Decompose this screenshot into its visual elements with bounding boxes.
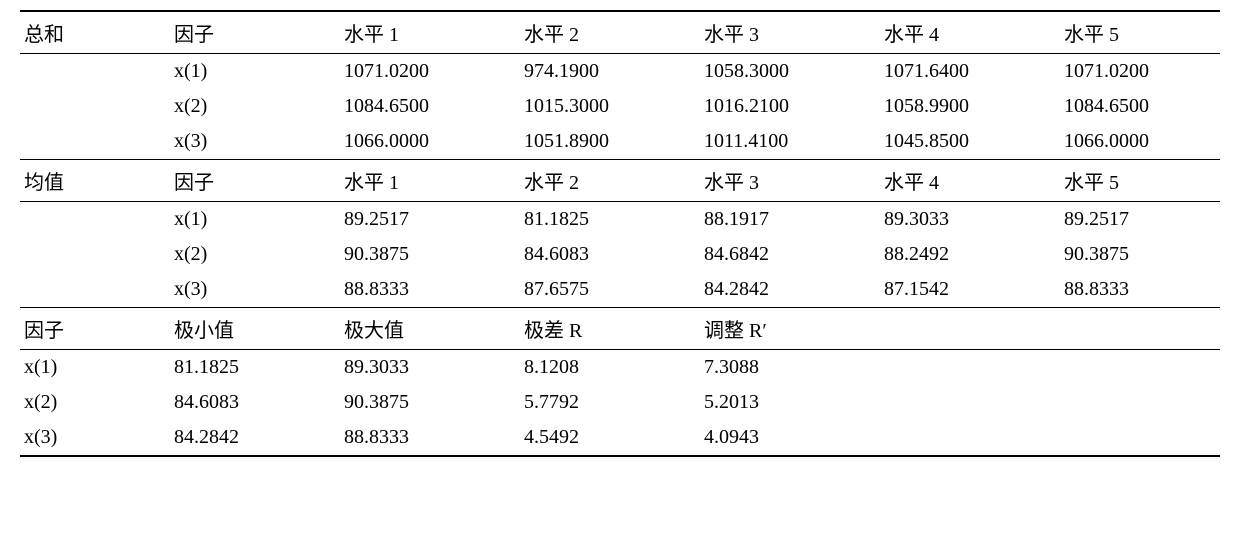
cell: 1071.0200 <box>1060 54 1220 90</box>
cell: 81.1825 <box>520 202 700 238</box>
cell: 87.1542 <box>880 272 1060 308</box>
cell: x(1) <box>170 54 340 90</box>
cell: 4.5492 <box>520 420 700 456</box>
cell: 8.1208 <box>520 350 700 386</box>
table-row: x(1) 1071.0200 974.1900 1058.3000 1071.6… <box>20 54 1220 90</box>
cell: 84.6083 <box>170 385 340 420</box>
section1-header-row: 总和 因子 水平 1 水平 2 水平 3 水平 4 水平 5 <box>20 11 1220 54</box>
cell <box>1060 308 1220 350</box>
table-row: x(1) 89.2517 81.1825 88.1917 89.3033 89.… <box>20 202 1220 238</box>
table-row: x(2) 90.3875 84.6083 84.6842 88.2492 90.… <box>20 237 1220 272</box>
cell: 1016.2100 <box>700 89 880 124</box>
cell: 极小值 <box>170 308 340 350</box>
cell: 1084.6500 <box>1060 89 1220 124</box>
table-row: x(3) 84.2842 88.8333 4.5492 4.0943 <box>20 420 1220 456</box>
cell: 均值 <box>20 160 170 202</box>
cell: 5.2013 <box>700 385 880 420</box>
cell: 总和 <box>20 11 170 54</box>
cell <box>20 237 170 272</box>
cell: 调整 R′ <box>700 308 880 350</box>
cell: 水平 5 <box>1060 160 1220 202</box>
cell: 水平 1 <box>340 160 520 202</box>
cell: 水平 5 <box>1060 11 1220 54</box>
cell: 1066.0000 <box>340 124 520 160</box>
cell: 89.3033 <box>340 350 520 386</box>
cell: 水平 4 <box>880 160 1060 202</box>
cell: 水平 3 <box>700 160 880 202</box>
cell: 7.3088 <box>700 350 880 386</box>
cell <box>20 124 170 160</box>
cell: 水平 1 <box>340 11 520 54</box>
section3-header-row: 因子 极小值 极大值 极差 R 调整 R′ <box>20 308 1220 350</box>
cell: 1045.8500 <box>880 124 1060 160</box>
cell: x(2) <box>20 385 170 420</box>
cell: 1015.3000 <box>520 89 700 124</box>
cell: 88.2492 <box>880 237 1060 272</box>
cell: 88.8333 <box>340 420 520 456</box>
cell: 88.1917 <box>700 202 880 238</box>
cell: 974.1900 <box>520 54 700 90</box>
cell: 水平 2 <box>520 11 700 54</box>
cell: x(3) <box>20 420 170 456</box>
section2-header-row: 均值 因子 水平 1 水平 2 水平 3 水平 4 水平 5 <box>20 160 1220 202</box>
cell: 极差 R <box>520 308 700 350</box>
table-row: x(2) 1084.6500 1015.3000 1016.2100 1058.… <box>20 89 1220 124</box>
table-row: x(3) 1066.0000 1051.8900 1011.4100 1045.… <box>20 124 1220 160</box>
cell: 84.2842 <box>170 420 340 456</box>
cell: 84.2842 <box>700 272 880 308</box>
cell: 81.1825 <box>170 350 340 386</box>
cell: 极大值 <box>340 308 520 350</box>
cell: x(1) <box>170 202 340 238</box>
cell: 87.6575 <box>520 272 700 308</box>
cell: 1084.6500 <box>340 89 520 124</box>
cell <box>20 89 170 124</box>
cell: 1051.8900 <box>520 124 700 160</box>
cell: 1071.0200 <box>340 54 520 90</box>
cell: 89.2517 <box>340 202 520 238</box>
cell <box>20 202 170 238</box>
data-table: 总和 因子 水平 1 水平 2 水平 3 水平 4 水平 5 x(1) 1071… <box>20 10 1220 457</box>
cell <box>20 272 170 308</box>
cell: x(2) <box>170 89 340 124</box>
cell: 90.3875 <box>340 385 520 420</box>
cell <box>880 385 1060 420</box>
table-row: x(2) 84.6083 90.3875 5.7792 5.2013 <box>20 385 1220 420</box>
cell: 水平 4 <box>880 11 1060 54</box>
cell: x(3) <box>170 124 340 160</box>
cell: 88.8333 <box>340 272 520 308</box>
cell: 水平 3 <box>700 11 880 54</box>
cell: 1058.9900 <box>880 89 1060 124</box>
cell: 84.6083 <box>520 237 700 272</box>
cell <box>880 420 1060 456</box>
cell: 90.3875 <box>340 237 520 272</box>
cell <box>880 308 1060 350</box>
table-row: x(1) 81.1825 89.3033 8.1208 7.3088 <box>20 350 1220 386</box>
cell <box>20 54 170 90</box>
cell: 因子 <box>20 308 170 350</box>
cell: x(3) <box>170 272 340 308</box>
cell: 90.3875 <box>1060 237 1220 272</box>
table-row: x(3) 88.8333 87.6575 84.2842 87.1542 88.… <box>20 272 1220 308</box>
cell <box>1060 385 1220 420</box>
cell: 1071.6400 <box>880 54 1060 90</box>
cell: 1066.0000 <box>1060 124 1220 160</box>
cell: 1011.4100 <box>700 124 880 160</box>
cell: 89.3033 <box>880 202 1060 238</box>
cell: x(2) <box>170 237 340 272</box>
cell: 因子 <box>170 11 340 54</box>
cell <box>1060 420 1220 456</box>
cell: 水平 2 <box>520 160 700 202</box>
cell: 4.0943 <box>700 420 880 456</box>
cell: 84.6842 <box>700 237 880 272</box>
cell <box>880 350 1060 386</box>
cell <box>1060 350 1220 386</box>
cell: 1058.3000 <box>700 54 880 90</box>
cell: 88.8333 <box>1060 272 1220 308</box>
cell: 5.7792 <box>520 385 700 420</box>
cell: 因子 <box>170 160 340 202</box>
cell: 89.2517 <box>1060 202 1220 238</box>
cell: x(1) <box>20 350 170 386</box>
